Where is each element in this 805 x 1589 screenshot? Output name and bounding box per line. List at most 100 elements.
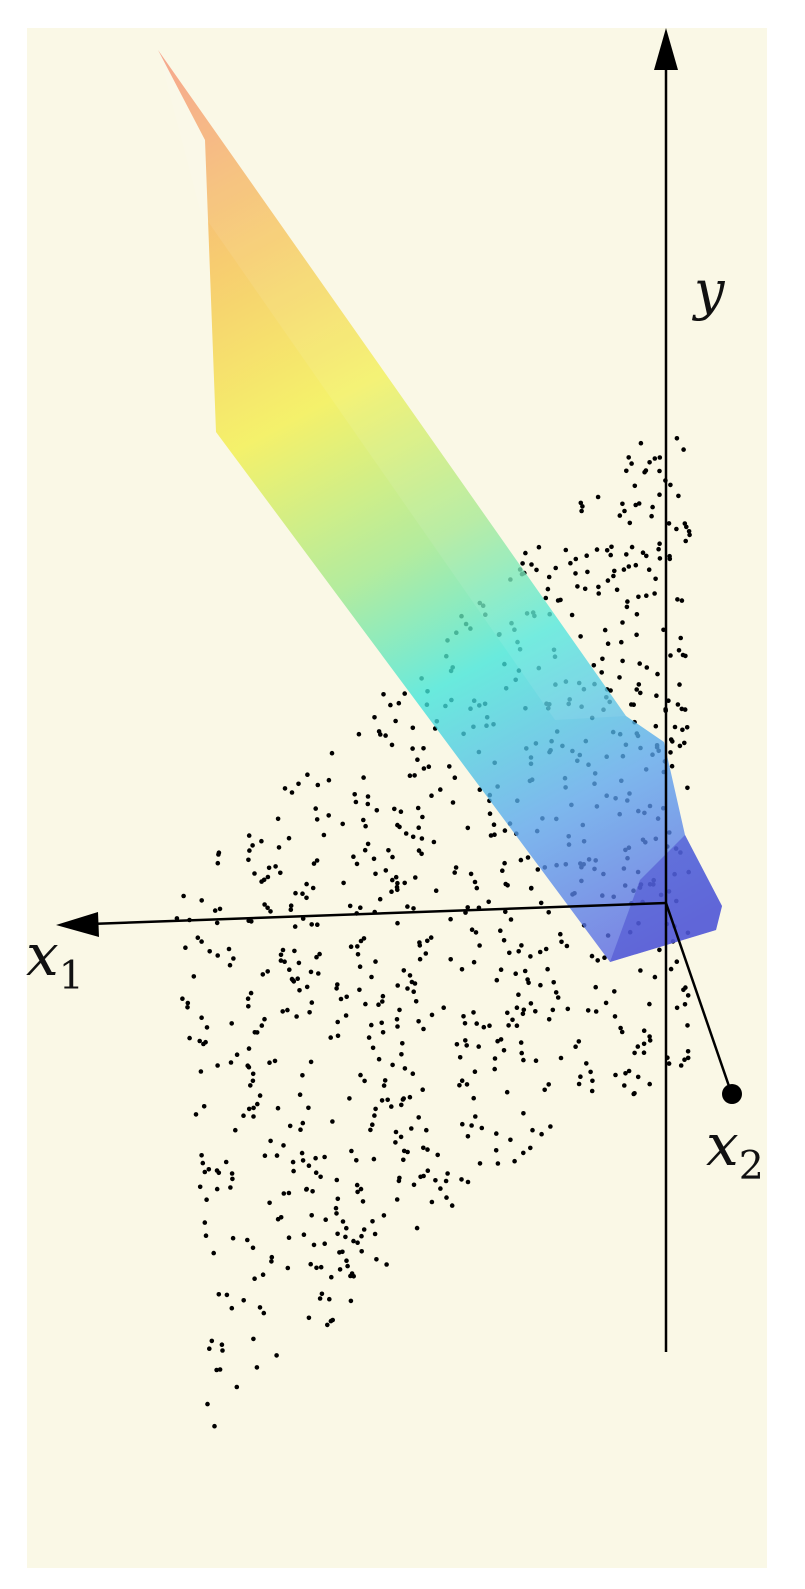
scatter-point (433, 1178, 438, 1183)
scatter-point (250, 1071, 256, 1077)
scatter-point (246, 1106, 252, 1112)
axes (56, 28, 742, 1352)
scatter-point (429, 1199, 435, 1205)
scatter-point (335, 1019, 341, 1025)
scatter-point (307, 1010, 312, 1015)
scatter-point (323, 1217, 329, 1222)
scatter-point (185, 1005, 190, 1010)
scatter-point (197, 1038, 202, 1044)
scatter-point (459, 967, 465, 972)
scatter-point (523, 550, 528, 556)
scatter-point (588, 1069, 593, 1075)
scatter-point (322, 1154, 327, 1160)
scatter-point (300, 1120, 306, 1126)
scatter-point (435, 1152, 441, 1158)
scatter-point (219, 1342, 225, 1347)
scatter-point (204, 1197, 209, 1202)
scatter-point (510, 1017, 515, 1023)
scatter-point (268, 1138, 273, 1144)
scatter-point (461, 1014, 466, 1019)
scatter-point (685, 1023, 690, 1028)
scatter-point (388, 702, 393, 708)
scatter-point (275, 1105, 281, 1111)
scatter-point (216, 1292, 222, 1297)
scatter-point (204, 1025, 210, 1030)
scatter-point (353, 799, 359, 805)
scatter-point (516, 949, 521, 954)
scatter-point (418, 1174, 423, 1180)
scatter-point (410, 834, 416, 840)
scatter-point (358, 905, 363, 910)
scatter-point (498, 1037, 504, 1042)
scatter-point (278, 958, 284, 963)
scatter-point (522, 968, 528, 974)
scatter-point (578, 1074, 583, 1079)
scatter-point (635, 1074, 641, 1080)
scatter-point (246, 833, 252, 838)
scatter-point (280, 1009, 286, 1014)
scatter-point (274, 1153, 280, 1158)
scatter-point (300, 1158, 306, 1163)
scatter-point (635, 1044, 641, 1049)
scatter-point (308, 1059, 314, 1065)
scatter-point (280, 947, 286, 953)
scatter-point (325, 1322, 330, 1328)
scatter-point (682, 1057, 687, 1062)
scatter-point (281, 1143, 286, 1148)
scatter-point (613, 1072, 618, 1078)
scatter-point (228, 1185, 233, 1190)
scatter-point (579, 508, 584, 514)
scatter-point (428, 935, 434, 940)
scatter-point (401, 1096, 407, 1101)
scatter-point (347, 903, 353, 909)
scatter-point (646, 567, 652, 572)
scatter-point (205, 1401, 210, 1407)
scatter-point (618, 1025, 623, 1031)
scatter-point (512, 1158, 517, 1164)
scatter-point (555, 995, 561, 1000)
scatter-point (321, 832, 327, 838)
scatter-point (519, 1050, 524, 1056)
scatter-point (622, 508, 627, 514)
scatter-point (260, 972, 266, 977)
scatter-point (492, 1056, 498, 1061)
scatter-point (494, 1131, 499, 1136)
x1-axis-label: x1 (26, 921, 84, 999)
scatter-point (398, 809, 404, 814)
scatter-point (611, 573, 616, 579)
scatter-point (492, 832, 497, 837)
scatter-point (448, 957, 454, 962)
scatter-point (371, 856, 377, 862)
scatter-point (309, 922, 315, 927)
scatter-point (666, 1061, 672, 1066)
scatter-point (405, 1149, 410, 1155)
scatter-point (675, 702, 681, 707)
scatter-point (657, 492, 662, 498)
scatter-point (297, 1092, 303, 1097)
scatter-point (605, 578, 611, 583)
scatter-point (685, 1049, 691, 1054)
scatter-point (214, 1186, 220, 1192)
scatter-point (644, 665, 650, 670)
scatter-point (296, 781, 301, 787)
scatter-point (521, 1057, 526, 1063)
scatter-point (199, 939, 204, 944)
scatter-point (624, 468, 629, 474)
scatter-point (254, 1030, 260, 1035)
scatter-point (514, 1023, 520, 1028)
scatter-point (285, 1265, 291, 1271)
scatter-point (394, 884, 400, 890)
scatter-point (668, 966, 674, 972)
scatter-point (215, 1063, 220, 1068)
scatter-point (403, 831, 409, 836)
scatter-point (533, 1058, 539, 1063)
scatter-point (251, 1336, 256, 1342)
scatter-point (626, 455, 631, 460)
scatter-point (505, 1010, 510, 1016)
scatter-point (369, 974, 374, 980)
scatter-point (294, 1014, 299, 1019)
scatter-point (514, 1005, 520, 1010)
scatter-point (634, 612, 640, 617)
scatter-point (538, 900, 544, 906)
scatter-point (624, 604, 630, 610)
